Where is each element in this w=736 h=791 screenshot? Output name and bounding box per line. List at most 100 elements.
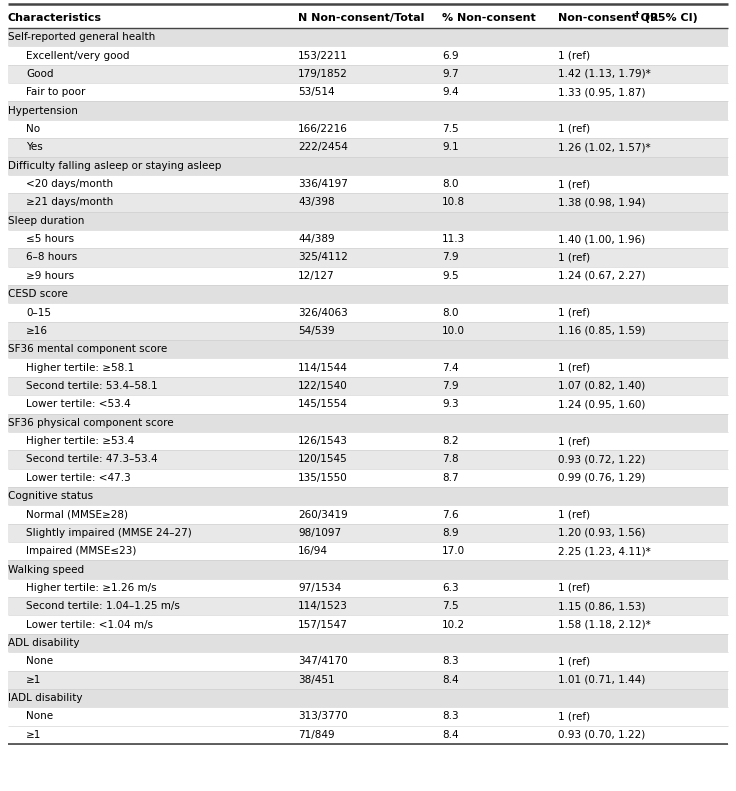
Text: Excellent/very good: Excellent/very good xyxy=(26,51,130,61)
Text: <20 days/month: <20 days/month xyxy=(26,179,113,189)
Text: 10.2: 10.2 xyxy=(442,619,465,630)
Text: 6.3: 6.3 xyxy=(442,583,459,593)
Text: 166/2216: 166/2216 xyxy=(298,124,348,134)
Text: 8.4: 8.4 xyxy=(442,730,459,740)
Text: 336/4197: 336/4197 xyxy=(298,179,348,189)
Text: Fair to poor: Fair to poor xyxy=(26,87,85,97)
Text: ≥21 days/month: ≥21 days/month xyxy=(26,198,113,207)
Text: Second tertile: 47.3–53.4: Second tertile: 47.3–53.4 xyxy=(26,455,158,464)
Text: (95% CI): (95% CI) xyxy=(641,13,698,23)
Text: 1.40 (1.00, 1.96): 1.40 (1.00, 1.96) xyxy=(558,234,645,244)
Text: Difficulty falling asleep or staying asleep: Difficulty falling asleep or staying asl… xyxy=(8,161,222,171)
Text: ≥16: ≥16 xyxy=(26,326,48,336)
Text: 1.24 (0.67, 2.27): 1.24 (0.67, 2.27) xyxy=(558,271,645,281)
Bar xyxy=(8,101,728,119)
Text: 126/1543: 126/1543 xyxy=(298,436,348,446)
Text: IADL disability: IADL disability xyxy=(8,693,82,703)
Text: 1 (ref): 1 (ref) xyxy=(558,436,590,446)
Bar xyxy=(8,653,728,671)
Bar xyxy=(8,304,728,322)
Text: Yes: Yes xyxy=(26,142,43,153)
Text: Higher tertile: ≥58.1: Higher tertile: ≥58.1 xyxy=(26,362,134,373)
Text: 135/1550: 135/1550 xyxy=(298,473,347,483)
Text: Lower tertile: <1.04 m/s: Lower tertile: <1.04 m/s xyxy=(26,619,153,630)
Text: 8.9: 8.9 xyxy=(442,528,459,538)
Text: 0.99 (0.76, 1.29): 0.99 (0.76, 1.29) xyxy=(558,473,645,483)
Text: CESD score: CESD score xyxy=(8,290,68,299)
Text: 122/1540: 122/1540 xyxy=(298,381,347,391)
Text: Cognitive status: Cognitive status xyxy=(8,491,93,501)
Bar xyxy=(8,542,728,560)
Text: 53/514: 53/514 xyxy=(298,87,335,97)
Text: 145/1554: 145/1554 xyxy=(298,399,348,410)
Text: % Non-consent: % Non-consent xyxy=(442,13,536,23)
Bar xyxy=(8,28,728,47)
Text: Characteristics: Characteristics xyxy=(8,13,102,23)
Text: 1.26 (1.02, 1.57)*: 1.26 (1.02, 1.57)* xyxy=(558,142,651,153)
Text: 0–15: 0–15 xyxy=(26,308,51,317)
Text: Normal (MMSE≥28): Normal (MMSE≥28) xyxy=(26,509,128,520)
Text: Higher tertile: ≥53.4: Higher tertile: ≥53.4 xyxy=(26,436,134,446)
Text: 0.93 (0.72, 1.22): 0.93 (0.72, 1.22) xyxy=(558,455,645,464)
Text: Non-consent OR: Non-consent OR xyxy=(558,13,659,23)
Text: 1.58 (1.18, 2.12)*: 1.58 (1.18, 2.12)* xyxy=(558,619,651,630)
Bar xyxy=(8,285,728,304)
Text: Good: Good xyxy=(26,69,54,79)
Text: 10.8: 10.8 xyxy=(442,198,465,207)
Bar xyxy=(8,8,728,28)
Bar xyxy=(8,707,728,725)
Text: ≥1: ≥1 xyxy=(26,730,41,740)
Text: 1 (ref): 1 (ref) xyxy=(558,657,590,666)
Text: 1 (ref): 1 (ref) xyxy=(558,509,590,520)
Bar xyxy=(8,450,728,468)
Bar xyxy=(8,597,728,615)
Text: 179/1852: 179/1852 xyxy=(298,69,348,79)
Text: 6.9: 6.9 xyxy=(442,51,459,61)
Text: 38/451: 38/451 xyxy=(298,675,335,685)
Text: Second tertile: 1.04–1.25 m/s: Second tertile: 1.04–1.25 m/s xyxy=(26,601,180,611)
Text: None: None xyxy=(26,711,53,721)
Text: 7.9: 7.9 xyxy=(442,252,459,263)
Bar xyxy=(8,524,728,542)
Text: Lower tertile: <47.3: Lower tertile: <47.3 xyxy=(26,473,131,483)
Text: 44/389: 44/389 xyxy=(298,234,335,244)
Text: 2.25 (1.23, 4.11)*: 2.25 (1.23, 4.11)* xyxy=(558,547,651,556)
Text: 8.0: 8.0 xyxy=(442,179,459,189)
Text: 9.3: 9.3 xyxy=(442,399,459,410)
Bar xyxy=(8,175,728,193)
Bar xyxy=(8,248,728,267)
Bar xyxy=(8,47,728,65)
Text: 54/539: 54/539 xyxy=(298,326,335,336)
Text: ≥1: ≥1 xyxy=(26,675,41,685)
Text: 114/1544: 114/1544 xyxy=(298,362,348,373)
Text: 98/1097: 98/1097 xyxy=(298,528,341,538)
Text: 1.20 (0.93, 1.56): 1.20 (0.93, 1.56) xyxy=(558,528,645,538)
Text: 1.38 (0.98, 1.94): 1.38 (0.98, 1.94) xyxy=(558,198,645,207)
Text: 0.93 (0.70, 1.22): 0.93 (0.70, 1.22) xyxy=(558,730,645,740)
Bar xyxy=(8,230,728,248)
Bar xyxy=(8,579,728,597)
Text: 9.5: 9.5 xyxy=(442,271,459,281)
Text: Walking speed: Walking speed xyxy=(8,565,84,574)
Text: †: † xyxy=(635,10,640,20)
Text: 97/1534: 97/1534 xyxy=(298,583,342,593)
Text: 9.4: 9.4 xyxy=(442,87,459,97)
Text: 114/1523: 114/1523 xyxy=(298,601,348,611)
Text: Slightly impaired (MMSE 24–27): Slightly impaired (MMSE 24–27) xyxy=(26,528,192,538)
Bar xyxy=(8,211,728,230)
Text: 9.1: 9.1 xyxy=(442,142,459,153)
Text: 11.3: 11.3 xyxy=(442,234,465,244)
Bar xyxy=(8,377,728,396)
Bar xyxy=(8,157,728,175)
Text: None: None xyxy=(26,657,53,666)
Text: 9.7: 9.7 xyxy=(442,69,459,79)
Text: 8.4: 8.4 xyxy=(442,675,459,685)
Bar xyxy=(8,560,728,579)
Text: 1 (ref): 1 (ref) xyxy=(558,583,590,593)
Text: 1.42 (1.13, 1.79)*: 1.42 (1.13, 1.79)* xyxy=(558,69,651,79)
Text: 16/94: 16/94 xyxy=(298,547,328,556)
Text: 347/4170: 347/4170 xyxy=(298,657,347,666)
Text: 120/1545: 120/1545 xyxy=(298,455,347,464)
Bar xyxy=(8,193,728,211)
Text: ADL disability: ADL disability xyxy=(8,638,79,648)
